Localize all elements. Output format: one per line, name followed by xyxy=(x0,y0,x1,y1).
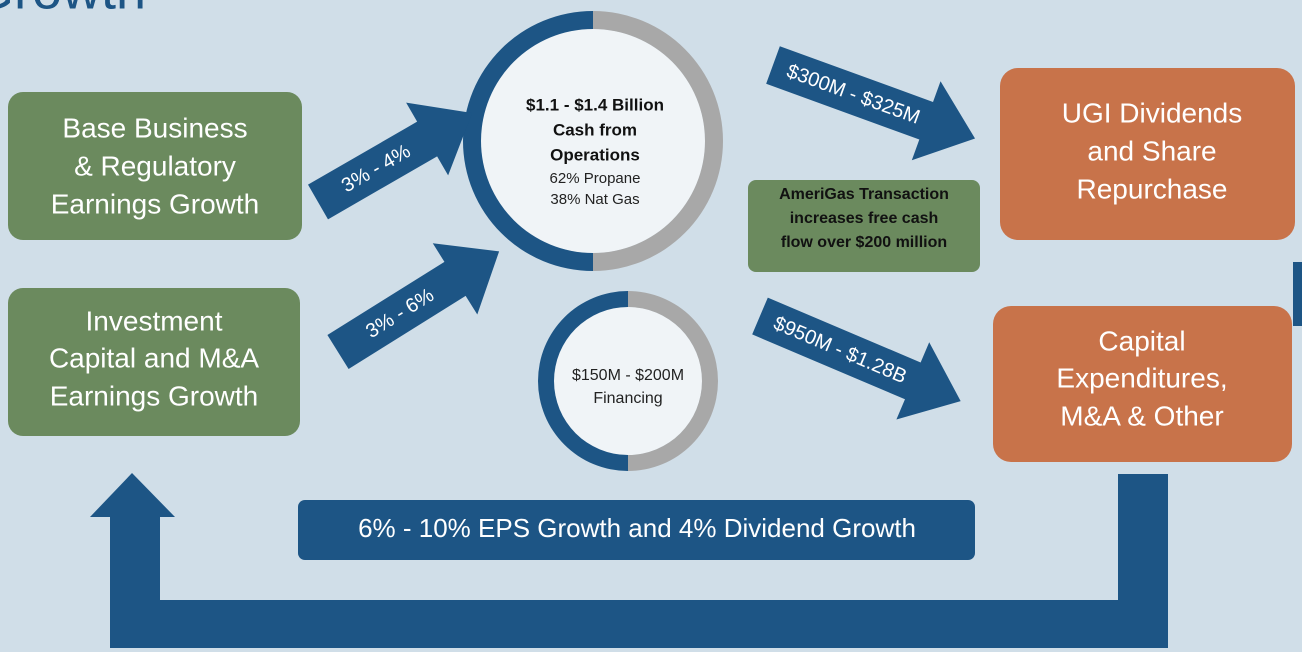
label-line: Earnings Growth xyxy=(51,188,260,219)
arrow-shape xyxy=(752,297,961,420)
label-line: $1.1 - $1.4 Billion xyxy=(526,95,664,114)
ring-center xyxy=(554,307,702,455)
ring-segment xyxy=(593,11,723,271)
label-line: Cash from xyxy=(553,120,637,139)
label-line: Repurchase xyxy=(1077,173,1228,204)
feedback-arrow xyxy=(90,473,1168,648)
arrow-shape xyxy=(327,243,500,369)
note-box xyxy=(748,180,980,272)
source-box xyxy=(8,288,300,436)
arrow-shape xyxy=(308,102,473,220)
ring-segment xyxy=(538,291,628,471)
label-line: Expenditures, xyxy=(1056,362,1227,393)
ring-segment xyxy=(463,11,593,271)
label-line: Operations xyxy=(550,145,640,164)
label-line: 38% Nat Gas xyxy=(550,191,639,208)
label-line: and Share xyxy=(1087,135,1216,166)
edge-bar xyxy=(1293,262,1302,326)
label-line: Earnings Growth xyxy=(50,380,259,411)
ring-segment xyxy=(628,291,718,471)
label-line: increases free cash xyxy=(790,210,939,227)
footer-text: 6% - 10% EPS Growth and 4% Dividend Grow… xyxy=(358,513,916,543)
label-line: & Regulatory xyxy=(74,150,236,181)
arrow-shape xyxy=(766,46,976,161)
ring-center xyxy=(481,29,705,253)
use-box xyxy=(1000,68,1295,240)
label-line: $150M - $200M xyxy=(572,367,684,384)
label-line: Base Business xyxy=(62,112,247,143)
label-line: 62% Propane xyxy=(550,170,641,187)
label-line: Capital xyxy=(1098,325,1185,356)
label-line: Capital and M&A xyxy=(49,342,259,373)
use-box xyxy=(993,306,1292,462)
label-line: UGI Dividends xyxy=(1062,97,1243,128)
label-line: Investment xyxy=(86,305,223,336)
title: Growth xyxy=(0,0,146,20)
label-line: Financing xyxy=(593,390,662,407)
footer-bar xyxy=(298,500,975,560)
source-box xyxy=(8,92,302,240)
label-line: M&A & Other xyxy=(1060,400,1223,431)
label-line: AmeriGas Transaction xyxy=(779,186,949,203)
label-line: flow over $200 million xyxy=(781,234,947,251)
